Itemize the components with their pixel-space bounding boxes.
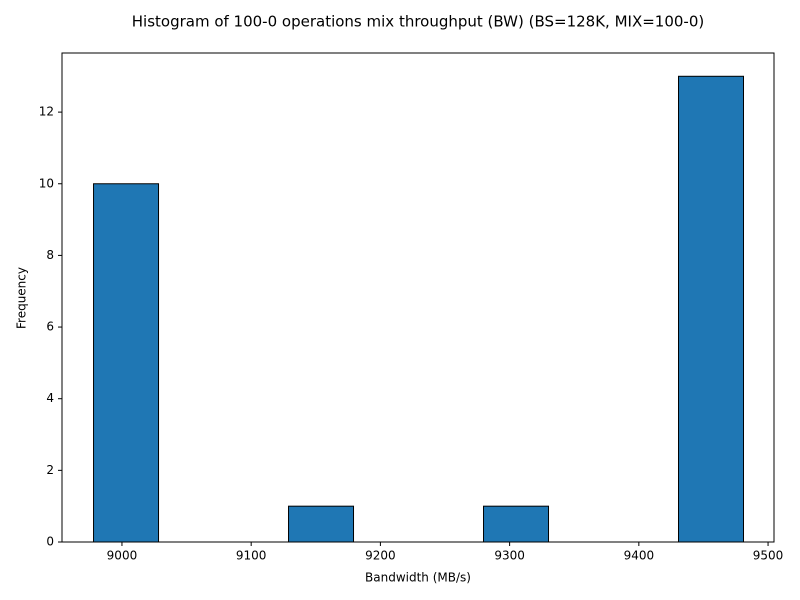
x-tick-label: 9500 [753,549,784,563]
y-tick-label: 6 [46,320,54,334]
y-tick-label: 2 [46,463,54,477]
bar [288,505,355,543]
x-tick-label: 9200 [365,549,396,563]
y-tick-label: 12 [39,105,54,119]
x-tick-label: 9000 [107,549,138,563]
plot-frame [61,52,775,543]
y-axis-label: Frequency [15,267,29,329]
x-tick-label: 9100 [236,549,267,563]
bar [483,505,550,543]
x-tick-label: 9300 [494,549,525,563]
y-tick-label: 10 [39,176,54,190]
y-tick-label: 8 [46,248,54,262]
bar [678,75,745,543]
chart-title: Histogram of 100-0 operations mix throug… [132,13,704,31]
bar [93,183,160,543]
y-tick-label: 4 [46,391,54,405]
x-axis-label: Bandwidth (MB/s) [365,571,471,585]
x-tick-label: 9400 [624,549,655,563]
y-tick-label: 0 [46,535,54,549]
